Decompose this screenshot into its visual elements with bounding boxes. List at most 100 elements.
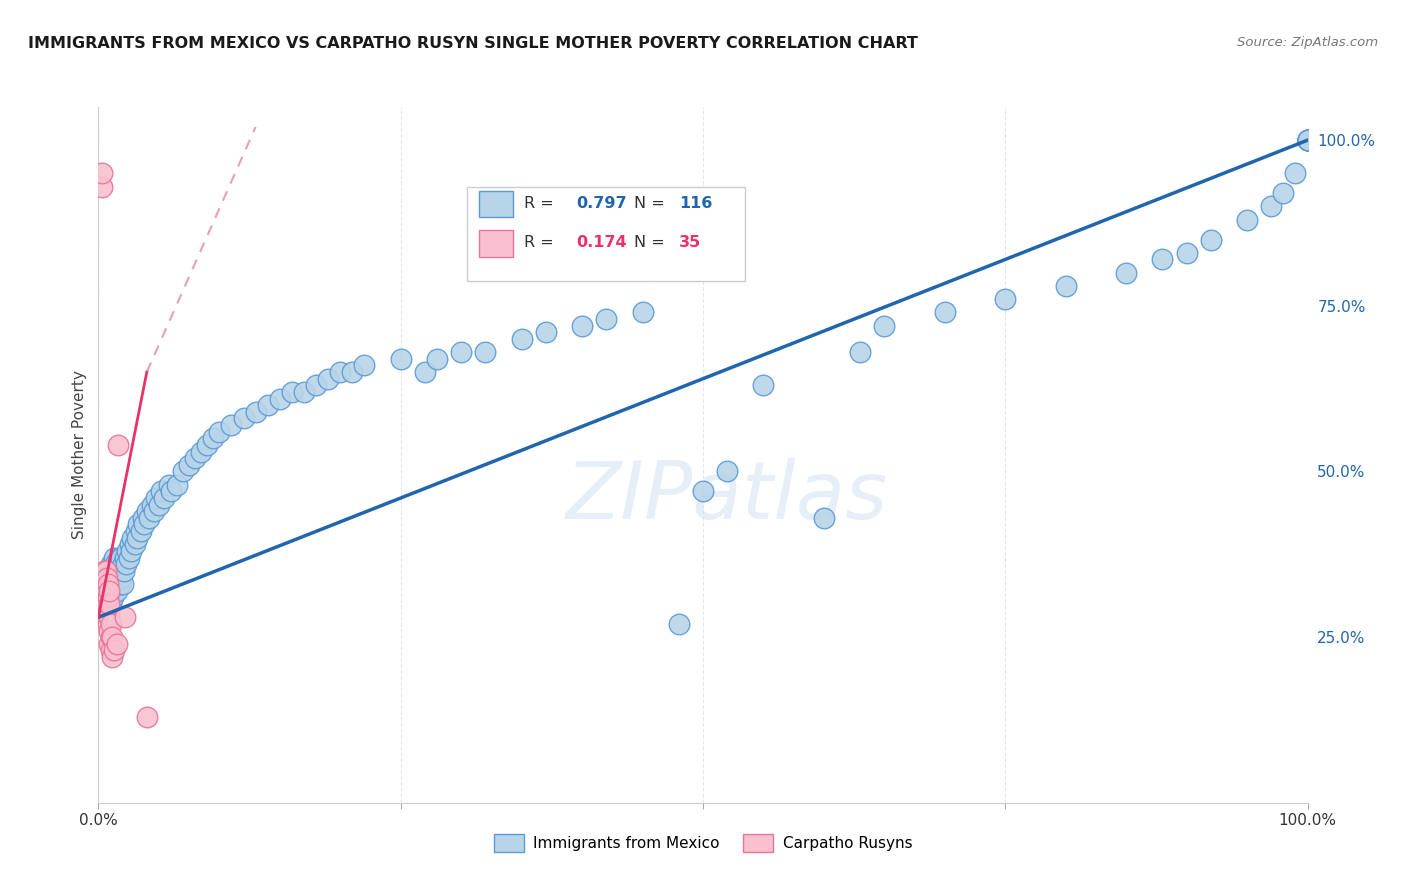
Point [98,597,121,611]
Point [934,305,956,319]
Point [166,477,188,491]
Text: 0.174: 0.174 [576,235,627,251]
Y-axis label: Single Mother Poverty: Single Mother Poverty [72,370,87,540]
Point [148,498,170,512]
Point [269,392,291,406]
Point [114,610,136,624]
Point [413,365,436,379]
Point [97,591,120,605]
Point [1296,133,1319,147]
Point [1236,212,1258,227]
Point [132,511,155,525]
Point [112,564,135,578]
Point [98,591,121,605]
Point [100,558,122,572]
Point [97,616,120,631]
Point [292,384,315,399]
Point [101,591,124,605]
FancyBboxPatch shape [467,187,745,281]
Point [190,444,212,458]
Point [1115,266,1137,280]
Point [129,524,152,538]
Point [103,550,125,565]
Point [91,570,114,584]
Point [692,484,714,499]
Point [91,179,114,194]
Point [1284,166,1306,180]
Point [1296,133,1319,147]
Point [1296,133,1319,147]
Point [100,570,122,584]
Point [1175,245,1198,260]
Point [1296,133,1319,147]
Point [100,643,122,657]
Point [202,431,225,445]
Point [98,637,121,651]
Point [160,484,183,499]
Text: IMMIGRANTS FROM MEXICO VS CARPATHO RUSYN SINGLE MOTHER POVERTY CORRELATION CHART: IMMIGRANTS FROM MEXICO VS CARPATHO RUSYN… [28,36,918,51]
Point [110,550,132,565]
Point [195,438,218,452]
Point [1296,133,1319,147]
Point [94,564,117,578]
Point [108,570,131,584]
Point [101,577,124,591]
Text: R =: R = [524,235,560,251]
Point [118,550,141,565]
Point [94,570,117,584]
Point [100,650,122,665]
Point [631,305,654,319]
Text: ZIPatlas: ZIPatlas [567,458,889,536]
Point [96,610,118,624]
Text: 116: 116 [679,195,713,211]
Text: Source: ZipAtlas.com: Source: ZipAtlas.com [1237,36,1378,49]
Point [245,405,267,419]
Point [104,558,127,572]
Point [221,418,243,433]
FancyBboxPatch shape [479,230,513,257]
Point [97,577,120,591]
Point [108,558,131,572]
Point [316,372,339,386]
Point [1054,279,1077,293]
FancyBboxPatch shape [479,191,513,217]
Point [108,577,131,591]
Point [184,451,207,466]
Point [994,292,1017,306]
Point [752,378,775,392]
Text: N =: N = [634,235,669,251]
Point [138,511,160,525]
Point [127,531,149,545]
Point [100,630,122,644]
Point [152,491,174,505]
Point [105,583,128,598]
Point [98,583,121,598]
Point [100,564,122,578]
Point [93,564,115,578]
Point [100,583,122,598]
Point [108,550,131,565]
Point [107,438,129,452]
Point [1296,133,1319,147]
Point [305,378,328,392]
Point [96,570,118,584]
Point [93,570,115,584]
Point [1296,133,1319,147]
Point [93,583,115,598]
Point [98,624,121,638]
Point [96,597,118,611]
Point [450,345,472,359]
Point [103,643,125,657]
Text: N =: N = [634,195,669,211]
Point [107,558,129,572]
Point [118,537,141,551]
Point [121,531,143,545]
Point [474,345,496,359]
Point [124,537,146,551]
Point [1260,199,1282,213]
Point [100,564,122,578]
Point [256,398,278,412]
Point [1296,133,1319,147]
Point [100,577,122,591]
Point [179,458,201,472]
